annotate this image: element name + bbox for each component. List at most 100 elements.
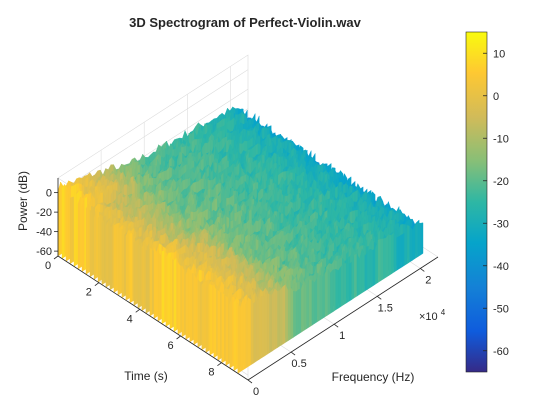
- surface-facet: [185, 267, 189, 340]
- x-axis-label: Frequency (Hz): [332, 370, 415, 384]
- y-tick-mark: [94, 282, 100, 286]
- surface-facet: [141, 242, 145, 312]
- surface-facet: [101, 218, 105, 286]
- surface-facet: [327, 268, 331, 316]
- surface-facet: [153, 247, 157, 319]
- surface-facet: [388, 234, 392, 277]
- surface-facet: [69, 196, 73, 265]
- surface-facet: [205, 285, 209, 353]
- z-tick-label: 0: [46, 188, 52, 200]
- surface-facet: [217, 289, 221, 361]
- surface-facet: [404, 225, 408, 266]
- z-tick-label: -40: [36, 227, 52, 239]
- surface-facet: [233, 297, 237, 372]
- colorbar: 10 0 -10 -20 -30 -40 -50 -60: [465, 31, 509, 373]
- surface-facet: [177, 262, 181, 335]
- y-axis-line: [57, 255, 249, 381]
- surface-facet: [340, 263, 344, 307]
- surface-facet: [306, 279, 310, 330]
- surface-facet: [85, 203, 89, 275]
- surface-facet: [303, 280, 307, 331]
- colorbar-gradient: [465, 31, 488, 373]
- colorbar-tick-label: -30: [493, 218, 509, 230]
- surface-facet: [269, 294, 273, 354]
- surface-facet: [295, 289, 299, 336]
- surface-facet: [377, 238, 381, 283]
- surface-facet: [369, 248, 373, 289]
- surface-facet: [409, 225, 413, 263]
- surface-facet: [73, 193, 77, 267]
- surface-facet: [380, 238, 384, 282]
- surface-facet: [364, 252, 368, 292]
- surface-facet: [201, 281, 205, 351]
- surface-facet: [197, 279, 201, 348]
- surface-facet: [351, 255, 355, 301]
- surface-facet: [407, 225, 410, 265]
- z-tick-label: -60: [36, 246, 52, 258]
- y-tick-label: 6: [168, 340, 174, 352]
- surface-facet: [385, 234, 389, 278]
- surface-facet: [221, 292, 225, 364]
- surface-facet: [229, 296, 233, 369]
- surface-facet: [65, 188, 69, 262]
- surface-facet: [298, 288, 302, 335]
- surface-facet: [399, 234, 403, 270]
- surface-facet: [414, 222, 418, 259]
- surface-facet: [137, 243, 141, 309]
- x-tick-mark: [377, 296, 382, 300]
- surface-facet: [362, 248, 365, 294]
- surface-facet: [274, 288, 278, 350]
- x-tick-label: 1: [339, 330, 345, 342]
- axis-lines: [57, 178, 439, 381]
- surface-facet: [301, 280, 305, 333]
- surface-facet: [248, 297, 252, 367]
- x-tick-mark: [247, 379, 253, 384]
- surface-facet: [401, 232, 405, 268]
- surface-facet: [225, 295, 229, 366]
- x-tick-mark: [420, 268, 425, 272]
- surface-facet: [193, 273, 197, 346]
- surface-facet: [105, 220, 109, 288]
- surface-facet: [261, 295, 265, 359]
- x-tick-label: 0: [253, 386, 259, 398]
- surface-facet: [285, 284, 289, 343]
- x-tick-label: 0.5: [291, 358, 306, 370]
- colorbar-tick-label: -10: [493, 133, 509, 145]
- surface-facet: [77, 196, 81, 270]
- y-tick-label: 2: [86, 287, 92, 299]
- surface-facet: [253, 300, 257, 364]
- y-tick-mark: [135, 309, 140, 313]
- surface-facet: [109, 224, 113, 291]
- surface-facet: [272, 288, 275, 352]
- surface-facet: [367, 248, 371, 290]
- back-wall-outline: [57, 54, 249, 179]
- surface-facet: [346, 263, 350, 304]
- surface-facet: [282, 284, 286, 345]
- surface-facet: [237, 302, 241, 374]
- x-tick-label: 2: [425, 274, 431, 286]
- colorbar-tick-label: -50: [493, 303, 509, 315]
- surface-facet: [97, 213, 101, 283]
- surface-facet: [311, 279, 315, 326]
- axes-box: 0 0.5 1 1.5 2 0 2 4 6 8 0 -20 -40 -60: [36, 54, 439, 398]
- x-axis-line: [247, 256, 439, 381]
- z-tick-label: -20: [36, 207, 52, 219]
- y-tick-label: 0: [45, 260, 51, 272]
- surface-time-slice: [237, 222, 424, 374]
- x-axis-exponent-power: 4: [441, 308, 446, 317]
- surface-facet: [242, 298, 246, 371]
- surface-facet: [209, 283, 213, 356]
- surface-facet: [338, 265, 342, 309]
- surface-facet: [149, 246, 153, 317]
- surface-facet: [173, 257, 177, 332]
- surface-facet: [396, 236, 400, 271]
- surface-facet: [314, 277, 318, 324]
- surface-facet: [161, 250, 165, 325]
- surface-facet: [393, 231, 397, 273]
- surface-facet: [264, 292, 268, 357]
- surface-facet: [412, 224, 416, 261]
- surface-facet: [332, 268, 336, 313]
- surface-facet: [319, 274, 323, 321]
- surface-facet: [279, 286, 283, 347]
